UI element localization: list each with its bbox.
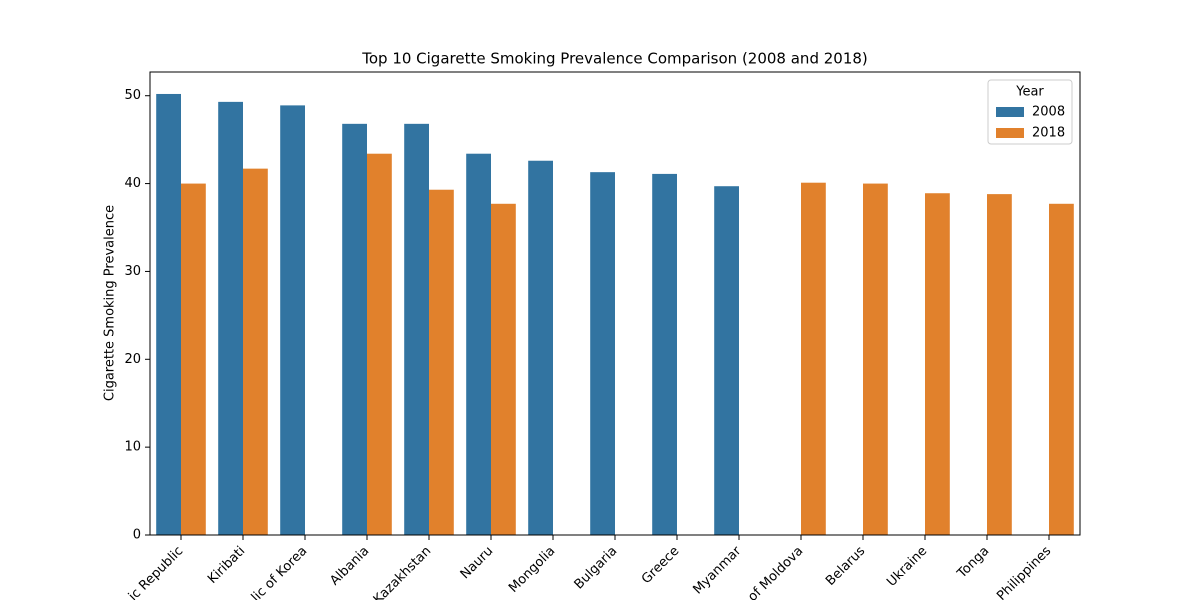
x-tick-label: Nauru bbox=[458, 544, 497, 583]
y-tick-label: 40 bbox=[124, 176, 141, 191]
chart-title: Top 10 Cigarette Smoking Prevalence Comp… bbox=[361, 50, 868, 68]
x-tick-label: Kazakhstan bbox=[371, 544, 435, 600]
x-tick-label: Greece bbox=[639, 544, 682, 587]
bar bbox=[491, 203, 516, 535]
bar bbox=[156, 93, 181, 536]
bar bbox=[243, 168, 268, 536]
bar bbox=[466, 153, 491, 536]
legend-swatch bbox=[996, 107, 1024, 117]
bar bbox=[280, 105, 305, 536]
bar bbox=[863, 183, 888, 535]
x-tick-label: ic Republic bbox=[126, 544, 186, 600]
legend-swatch bbox=[996, 128, 1024, 138]
legend-title: Year bbox=[1015, 85, 1044, 100]
bar bbox=[714, 186, 739, 535]
bar bbox=[367, 153, 392, 536]
x-tick-label: Ukraine bbox=[884, 544, 930, 590]
bar bbox=[987, 194, 1012, 535]
bar bbox=[218, 101, 243, 535]
x-tick-label: Tonga bbox=[954, 544, 992, 582]
x-tick-label: Bulgaria bbox=[572, 544, 621, 593]
x-tick-label: Philippines bbox=[994, 544, 1054, 600]
bar bbox=[925, 193, 950, 536]
x-tick-label: Kiribati bbox=[205, 544, 248, 587]
bar bbox=[590, 172, 615, 536]
x-tick-label: Mongolia bbox=[506, 544, 558, 596]
x-tick-label: Belarus bbox=[823, 544, 868, 589]
bar bbox=[342, 123, 367, 536]
x-tick-label: of Moldova bbox=[745, 544, 806, 600]
y-axis-label: Cigarette Smoking Prevalence bbox=[103, 205, 118, 401]
bar bbox=[528, 160, 553, 535]
legend-label: 2018 bbox=[1032, 126, 1065, 141]
y-tick-label: 20 bbox=[124, 352, 141, 367]
plot-frame bbox=[149, 71, 1081, 536]
bar bbox=[652, 173, 677, 535]
bar bbox=[801, 182, 826, 535]
x-tick-label: lic of Korea bbox=[249, 544, 311, 600]
y-tick-label: 10 bbox=[124, 440, 141, 455]
y-tick-label: 50 bbox=[124, 88, 141, 103]
bar bbox=[181, 183, 206, 535]
bar bbox=[429, 189, 454, 536]
x-tick-label: Albania bbox=[327, 544, 372, 589]
x-tick-label: Myanmar bbox=[690, 543, 744, 597]
bar bbox=[1049, 203, 1074, 535]
y-tick-label: 0 bbox=[133, 528, 141, 543]
legend-label: 2008 bbox=[1032, 105, 1065, 120]
y-tick-label: 30 bbox=[124, 264, 141, 279]
bar bbox=[404, 123, 429, 536]
